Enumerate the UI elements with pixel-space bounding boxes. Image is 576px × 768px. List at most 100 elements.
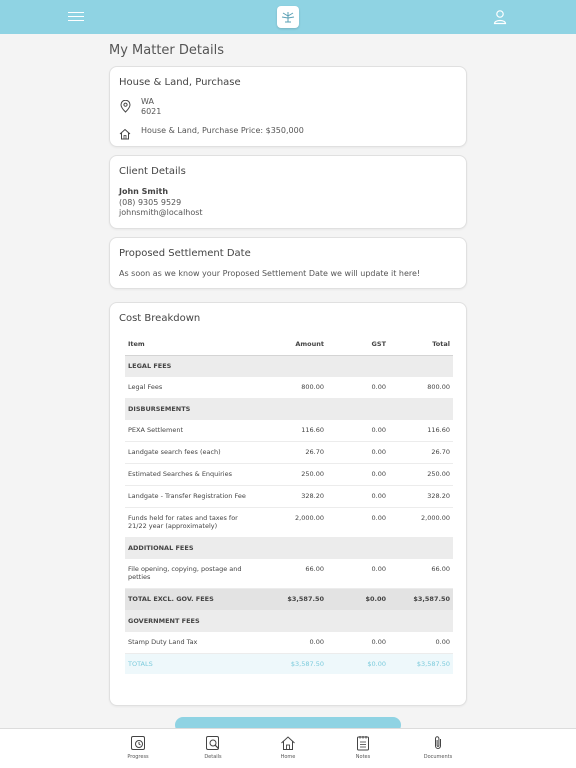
totals-row: TOTALS $3,587.50 $0.00 $3,587.50: [125, 653, 453, 674]
cell-amount: 250.00: [253, 463, 327, 486]
cell-gst: 0.00: [327, 485, 389, 508]
tab-label: Documents: [423, 754, 453, 760]
settlement-title: Proposed Settlement Date: [119, 248, 251, 259]
cell-total: $3,587.50: [389, 588, 453, 611]
cell-amount: 2,000.00: [253, 507, 327, 538]
client-name: John Smith: [119, 187, 169, 196]
section-title: ADDITIONAL FEES: [125, 537, 453, 559]
matter-postcode: 6021: [141, 107, 162, 116]
page-title: My Matter Details: [109, 43, 224, 58]
settlement-message: As soon as we know your Proposed Settlem…: [119, 269, 421, 278]
tab-label: Progress: [127, 754, 149, 760]
table-header-row: Item Amount GST Total: [125, 333, 453, 356]
bottom-tab-bar: Progress Details Home Notes D: [0, 728, 576, 768]
cell-item: Landgate - Transfer Registration Fee: [125, 485, 253, 508]
tab-documents[interactable]: Documents: [408, 735, 468, 760]
app-logo[interactable]: [277, 6, 299, 28]
top-app-bar: [0, 0, 576, 34]
cell-item: TOTAL EXCL. GOV. FEES: [125, 588, 253, 611]
cell-amount: $3,587.50: [253, 653, 327, 674]
house-icon: [119, 125, 131, 140]
cell-total: 328.20: [389, 485, 453, 508]
table-row: Funds held for rates and taxes for 21/22…: [125, 507, 453, 538]
cell-amount: $3,587.50: [253, 588, 327, 611]
cell-amount: 0.00: [253, 631, 327, 654]
cell-gst: 0.00: [327, 441, 389, 464]
subtotal-row: TOTAL EXCL. GOV. FEES $3,587.50 $0.00 $3,58…: [125, 588, 453, 611]
hamburger-menu-icon[interactable]: [68, 9, 84, 23]
tab-details[interactable]: Details: [183, 735, 243, 760]
section-header-row: GOVERNMENT FEES: [125, 610, 453, 632]
purchase-price: House & Land, Purchase Price: $350,000: [141, 126, 304, 135]
section-header-row: LEGAL FEES: [125, 355, 453, 377]
cell-item: PEXA Settlement: [125, 419, 253, 442]
floating-action-button[interactable]: [175, 717, 401, 728]
cost-breakdown-card: Cost Breakdown Item Amount GST Total LEG…: [109, 302, 467, 706]
cell-amount: 800.00: [253, 376, 327, 399]
matter-card: House & Land, Purchase WA 6021 House & L…: [109, 66, 467, 147]
documents-icon: [435, 736, 441, 749]
cell-total: 250.00: [389, 463, 453, 486]
section-title: LEGAL FEES: [125, 355, 453, 377]
cell-item: Landgate search fees (each): [125, 441, 253, 464]
client-details-title: Client Details: [119, 166, 186, 177]
cell-amount: 26.70: [253, 441, 327, 464]
table-row: Landgate search fees (each) 26.70 0.00 26.7…: [125, 441, 453, 464]
cell-total: 66.00: [389, 558, 453, 589]
cell-gst: $0.00: [327, 653, 389, 674]
location-pin-icon: [120, 98, 131, 113]
col-header-item: Item: [125, 333, 253, 356]
tab-label: Notes: [355, 754, 371, 760]
cell-item: Funds held for rates and taxes for 21/22…: [125, 507, 253, 538]
client-phone[interactable]: (08) 9305 9529: [119, 198, 182, 207]
cell-total: $3,587.50: [389, 653, 453, 674]
table-row: Legal Fees 800.00 0.00 800.00: [125, 376, 453, 399]
cell-gst: 0.00: [327, 631, 389, 654]
cost-table: Item Amount GST Total LEGAL FEES Legal Fe…: [125, 333, 453, 674]
cell-total: 0.00: [389, 631, 453, 654]
table-row: Stamp Duty Land Tax 0.00 0.00 0.00: [125, 631, 453, 654]
col-header-gst: GST: [327, 333, 389, 356]
settlement-card: Proposed Settlement Date As soon as we k…: [109, 237, 467, 289]
home-icon: [281, 736, 295, 750]
cell-item: Stamp Duty Land Tax: [125, 631, 253, 654]
client-email[interactable]: johnsmith@localhost: [119, 208, 203, 217]
section-title: GOVERNMENT FEES: [125, 610, 453, 632]
cell-amount: 328.20: [253, 485, 327, 508]
cell-total: 26.70: [389, 441, 453, 464]
cell-gst: 0.00: [327, 376, 389, 399]
section-header-row: ADDITIONAL FEES: [125, 537, 453, 559]
cell-gst: 0.00: [327, 558, 389, 589]
cell-item: File opening, copying, postage and petti…: [125, 558, 253, 589]
section-title: DISBURSEMENTS: [125, 398, 453, 420]
cell-total: 116.60: [389, 419, 453, 442]
user-profile-icon[interactable]: [492, 9, 508, 25]
notes-icon: [357, 736, 369, 751]
table-row: Landgate - Transfer Registration Fee 328.…: [125, 485, 453, 508]
cell-total: 800.00: [389, 376, 453, 399]
cell-amount: 66.00: [253, 558, 327, 589]
cell-gst: 0.00: [327, 507, 389, 538]
matter-state: WA: [141, 97, 154, 106]
cell-gst: 0.00: [327, 463, 389, 486]
cell-gst: 0.00: [327, 419, 389, 442]
details-icon: [206, 736, 219, 750]
section-header-row: DISBURSEMENTS: [125, 398, 453, 420]
col-header-total: Total: [389, 333, 453, 356]
cell-amount: 116.60: [253, 419, 327, 442]
matter-title: House & Land, Purchase: [119, 77, 241, 88]
tab-notes[interactable]: Notes: [333, 735, 393, 760]
tab-label: Details: [204, 754, 222, 760]
table-row: File opening, copying, postage and petti…: [125, 558, 453, 589]
cell-item: Estimated Searches & Enquiries: [125, 463, 253, 486]
scroll-content[interactable]: My Matter Details House & Land, Purchase…: [0, 34, 576, 728]
cell-gst: $0.00: [327, 588, 389, 611]
tab-progress[interactable]: Progress: [108, 735, 168, 760]
cell-item: TOTALS: [125, 653, 253, 674]
tab-home[interactable]: Home: [258, 735, 318, 760]
table-row: PEXA Settlement 116.60 0.00 116.60: [125, 419, 453, 442]
col-header-amount: Amount: [253, 333, 327, 356]
tab-label: Home: [280, 754, 296, 760]
cell-total: 2,000.00: [389, 507, 453, 538]
cost-breakdown-title: Cost Breakdown: [119, 313, 201, 324]
